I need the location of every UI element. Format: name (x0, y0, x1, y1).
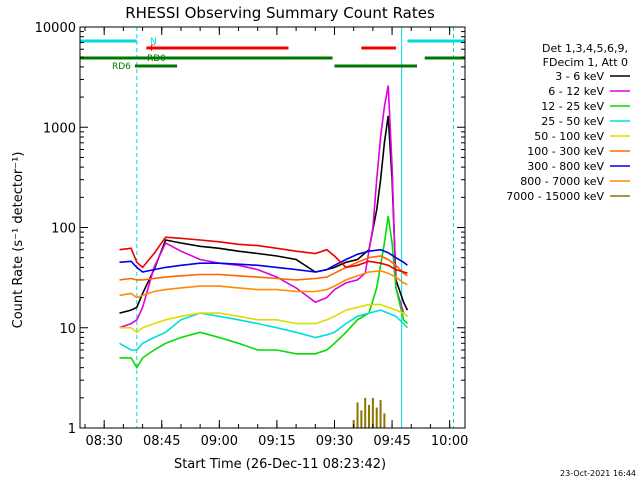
series-9 (119, 236, 408, 274)
series-3-line (119, 309, 408, 351)
series-6-line (119, 248, 408, 273)
series-7 (119, 269, 408, 299)
x-tick-label-6: 10:00 (431, 434, 468, 449)
series-1-line (119, 85, 408, 329)
series-2-line (119, 215, 408, 370)
series-6 (119, 248, 408, 273)
x-tick-label-2: 09:00 (201, 434, 238, 449)
flag-rd6-bar-0 (134, 64, 178, 68)
y-tick-label-0: 1 (68, 422, 76, 437)
series-8-bar-8 (383, 413, 386, 428)
x-tick-label-5: 09:45 (373, 434, 410, 449)
legend: Det 1,3,4,5,6,9,FDecim 1, Att 03 - 6 keV… (506, 42, 630, 203)
legend-label-0: 3 - 6 keV (555, 70, 604, 83)
x-tick-label-1: 08:45 (143, 434, 180, 449)
y-tick-label-2: 100 (51, 222, 76, 237)
series-8-bar-4 (368, 404, 371, 428)
series-8-bar-7 (379, 400, 382, 428)
flag-rd6-bar-1 (334, 64, 418, 68)
series-8-bar-1 (356, 402, 359, 428)
series-5-line (119, 255, 408, 281)
flag-f-label: F (150, 44, 155, 54)
series-8-bar-5 (371, 397, 374, 428)
legend-label-5: 100 - 300 keV (527, 145, 604, 158)
flag-rd0-label: RD0 (147, 54, 166, 64)
legend-label-8: 7000 - 15000 keV (506, 190, 604, 203)
y-tick-label-1: 10 (59, 322, 76, 337)
legend-header-0: Det 1,3,4,5,6,9, (542, 42, 628, 55)
legend-label-3: 25 - 50 keV (541, 115, 604, 128)
footer-timestamp: 23-Oct-2021 16:44 (560, 469, 636, 478)
series-8-bar-3 (364, 397, 367, 428)
flag-n-bar-0 (80, 39, 137, 43)
x-tick-label-3: 09:15 (258, 434, 295, 449)
legend-label-6: 300 - 800 keV (527, 160, 604, 173)
series-1 (119, 85, 408, 329)
series-2 (119, 215, 408, 370)
legend-label-2: 12 - 25 keV (541, 100, 604, 113)
x-tick-label-4: 09:30 (316, 434, 353, 449)
x-tick-label-0: 08:30 (85, 434, 122, 449)
flag-f-bar-1 (361, 46, 396, 50)
flag-n-label: N (150, 37, 157, 47)
y-tick-label-4: 10000 (35, 21, 76, 36)
series-3 (119, 309, 408, 351)
series-7-line (119, 269, 408, 299)
series-4-line (119, 303, 408, 334)
flag-f-bar-0 (146, 46, 289, 50)
legend-label-7: 800 - 7000 keV (520, 175, 604, 188)
series-9-line (119, 236, 408, 274)
y-tick-label-3: 1000 (43, 121, 76, 136)
legend-label-1: 6 - 12 keV (548, 85, 604, 98)
flag-n-bar-1 (407, 39, 465, 43)
legend-label-4: 50 - 100 keV (534, 130, 604, 143)
flag-rd0-bar-1 (424, 56, 465, 60)
series-4 (119, 303, 408, 334)
series-5 (119, 255, 408, 281)
series-8-bar-2 (360, 410, 363, 428)
chart-title: RHESSI Observing Summary Count Rates (125, 4, 435, 22)
flag-rd0-bar-0 (80, 56, 333, 60)
x-axis-label: Start Time (26-Dec-11 08:23:42) (174, 457, 386, 472)
series-8-bar-6 (375, 407, 378, 428)
flag-rd6-label: RD6 (112, 62, 131, 72)
y-axis-label: Count Rate (s⁻¹ detector⁻¹) (11, 152, 26, 329)
legend-header-1: FDecim 1, Att 0 (543, 56, 628, 69)
axes: 1 10 100 1000 10000 08:30 08:45 09:00 09:15 09:30… (35, 21, 469, 449)
